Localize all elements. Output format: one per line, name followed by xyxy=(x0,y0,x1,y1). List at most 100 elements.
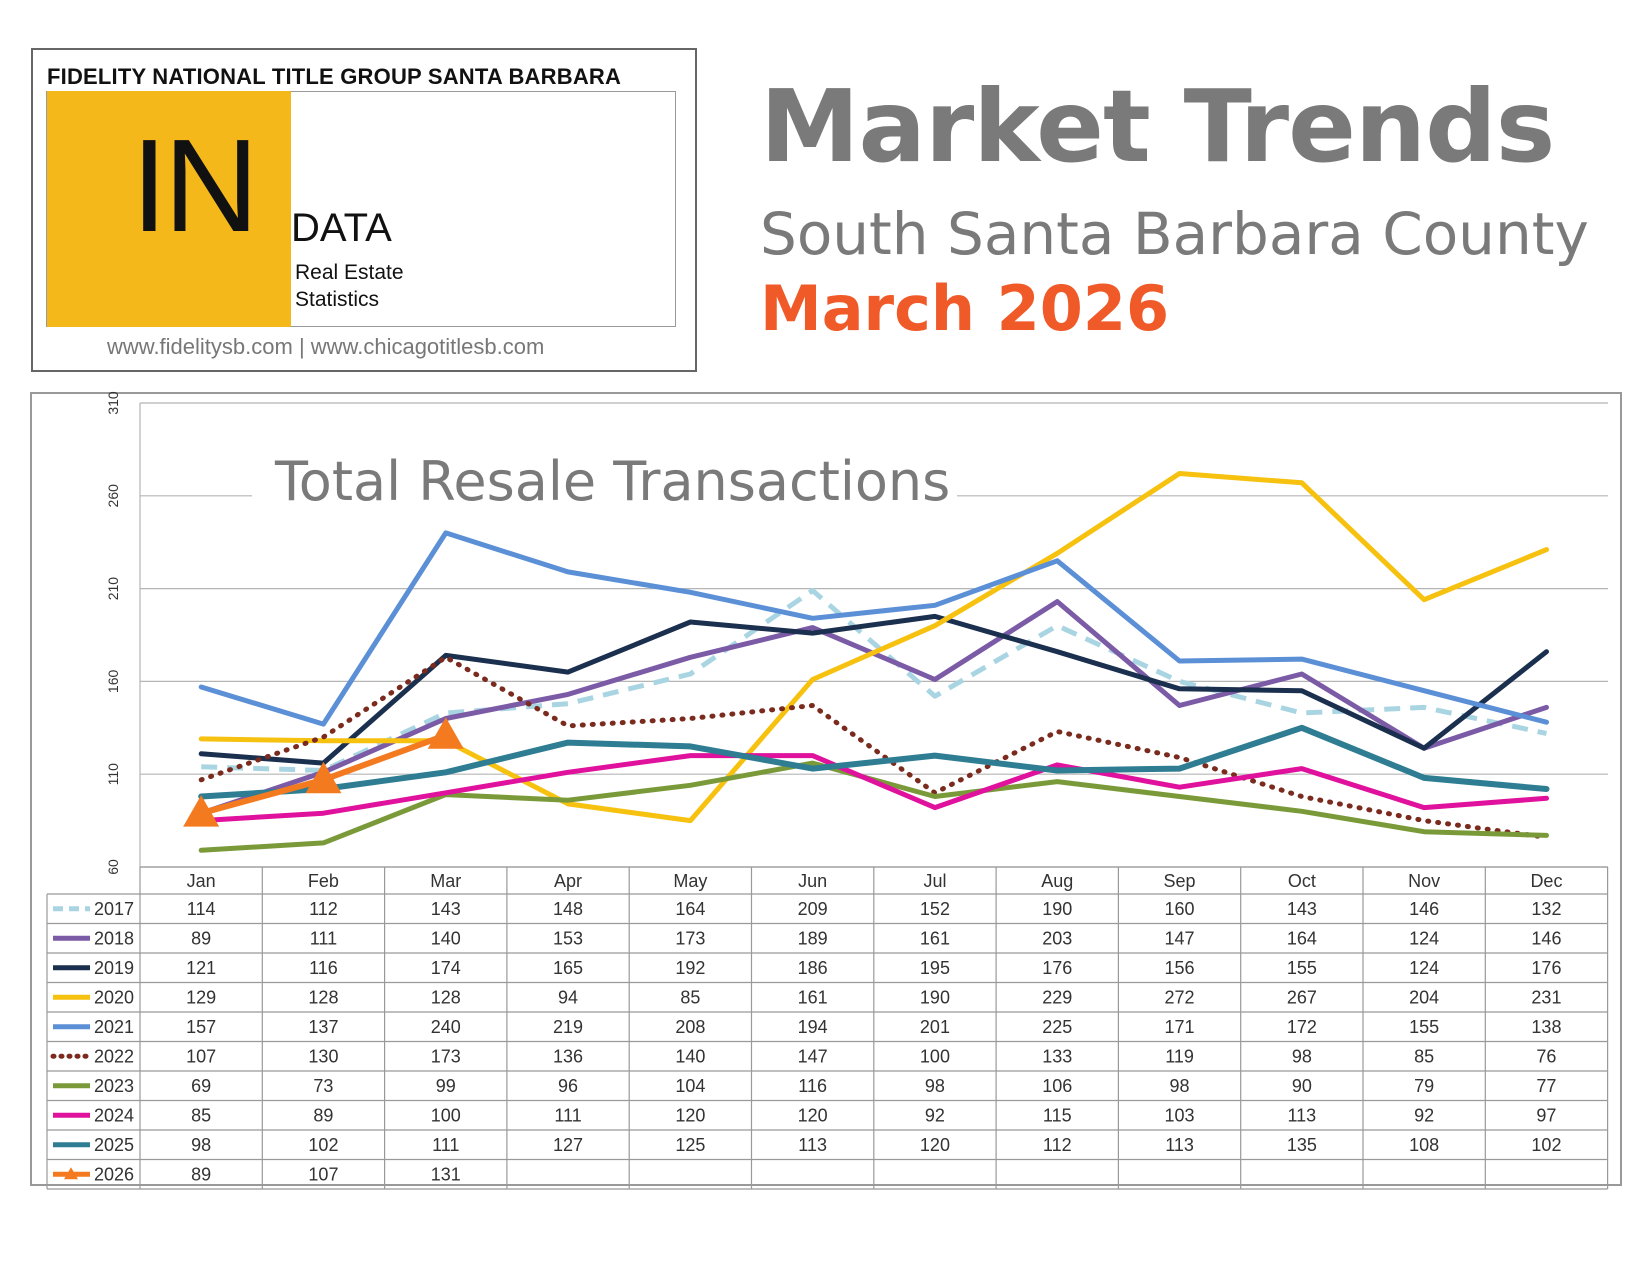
legend-label: 2018 xyxy=(94,928,134,948)
series-marker-2026 xyxy=(427,717,464,749)
logo-header: FIDELITY NATIONAL TITLE GROUP SANTA BARB… xyxy=(47,64,622,89)
data-label: 125 xyxy=(675,1135,705,1155)
series-line-2017 xyxy=(201,588,1548,773)
data-label: 111 xyxy=(432,1135,459,1155)
data-label: 143 xyxy=(431,899,461,919)
data-label: 92 xyxy=(1414,1105,1434,1125)
x-tick-label: Dec xyxy=(1530,871,1562,891)
data-label: 186 xyxy=(798,958,828,978)
data-label: 114 xyxy=(187,899,216,919)
y-tick-label: 310 xyxy=(105,391,121,415)
data-label: 131 xyxy=(431,1164,461,1184)
data-label: 85 xyxy=(1414,1046,1434,1066)
logo-yellow-square xyxy=(47,91,291,327)
data-label: 112 xyxy=(309,899,338,919)
data-label: 96 xyxy=(558,1076,578,1096)
data-label: 140 xyxy=(675,1046,705,1066)
legend-label: 2026 xyxy=(94,1164,134,1184)
legend-label: 2024 xyxy=(94,1105,134,1125)
data-label: 104 xyxy=(675,1076,705,1096)
x-tick-label: Oct xyxy=(1288,871,1316,891)
data-label: 119 xyxy=(1165,1046,1194,1066)
data-label: 102 xyxy=(1531,1135,1561,1155)
data-label: 219 xyxy=(553,1017,583,1037)
data-label: 90 xyxy=(1292,1076,1312,1096)
data-label: 140 xyxy=(431,928,461,948)
logo-urls: www.fidelitysb.com | www.chicagotitlesb.… xyxy=(107,334,545,359)
data-label: 89 xyxy=(313,1105,333,1125)
data-label: 229 xyxy=(1042,987,1072,1007)
data-label: 113 xyxy=(1287,1105,1316,1125)
logo-subtitle-line2: Statistics xyxy=(295,288,380,311)
data-label: 272 xyxy=(1165,987,1195,1007)
data-label: 156 xyxy=(1165,958,1195,978)
data-label: 155 xyxy=(1409,1017,1439,1037)
data-label: 164 xyxy=(1287,928,1317,948)
data-label: 201 xyxy=(920,1017,950,1037)
data-label: 173 xyxy=(431,1046,461,1066)
data-label: 267 xyxy=(1287,987,1317,1007)
legend-label: 2022 xyxy=(94,1046,134,1066)
data-label: 121 xyxy=(186,958,216,978)
series-line-2024 xyxy=(198,753,1549,824)
data-label: 135 xyxy=(1287,1135,1317,1155)
data-label: 77 xyxy=(1536,1076,1556,1096)
data-label: 176 xyxy=(1042,958,1072,978)
data-label: 85 xyxy=(680,987,700,1007)
data-label: 137 xyxy=(308,1017,338,1037)
data-label: 225 xyxy=(1042,1017,1072,1037)
y-tick-label: 210 xyxy=(105,577,121,601)
region-subtitle: South Santa Barbara County xyxy=(760,200,1589,268)
data-label: 161 xyxy=(798,987,828,1007)
data-label: 94 xyxy=(558,987,578,1007)
data-label: 204 xyxy=(1409,987,1439,1007)
data-label: 112 xyxy=(1043,1135,1072,1155)
data-label: 231 xyxy=(1531,987,1561,1007)
data-label: 100 xyxy=(920,1046,950,1066)
data-label: 111 xyxy=(554,1105,581,1125)
data-label: 155 xyxy=(1287,958,1317,978)
y-tick-label: 160 xyxy=(105,670,121,694)
x-tick-label: Jan xyxy=(187,871,216,891)
data-label: 120 xyxy=(675,1105,705,1125)
data-label: 85 xyxy=(191,1105,211,1125)
series-line-2022 xyxy=(198,654,1549,840)
logo-in-text: IN xyxy=(131,112,259,259)
data-label: 148 xyxy=(553,899,583,919)
data-label: 138 xyxy=(1531,1017,1561,1037)
legend-label: 2023 xyxy=(94,1076,134,1096)
data-label: 208 xyxy=(675,1017,705,1037)
x-tick-label: Sep xyxy=(1164,871,1196,891)
data-label: 189 xyxy=(798,928,828,948)
data-label: 190 xyxy=(1042,899,1072,919)
data-label: 107 xyxy=(186,1046,216,1066)
data-label: 92 xyxy=(925,1105,945,1125)
x-tick-label: Nov xyxy=(1408,871,1440,891)
page-title: Market Trends xyxy=(760,68,1555,185)
data-label: 129 xyxy=(186,987,216,1007)
data-label: 172 xyxy=(1287,1017,1317,1037)
data-label: 143 xyxy=(1287,899,1317,919)
y-tick-label: 260 xyxy=(105,484,121,508)
data-label: 240 xyxy=(431,1017,461,1037)
data-label: 69 xyxy=(191,1076,211,1096)
report-date: March 2026 xyxy=(760,272,1170,345)
data-label: 113 xyxy=(1165,1135,1194,1155)
data-label: 171 xyxy=(1165,1017,1195,1037)
data-label: 146 xyxy=(1409,899,1439,919)
data-label: 100 xyxy=(431,1105,461,1125)
series-marker-2026 xyxy=(305,761,342,794)
data-label: 147 xyxy=(798,1046,828,1066)
data-label: 190 xyxy=(920,987,950,1007)
data-label: 132 xyxy=(1531,899,1561,919)
x-tick-label: Aug xyxy=(1041,871,1073,891)
data-label: 97 xyxy=(1536,1105,1556,1125)
data-label: 98 xyxy=(1170,1076,1190,1096)
data-label: 99 xyxy=(436,1076,456,1096)
data-label: 128 xyxy=(431,987,461,1007)
data-label: 79 xyxy=(1414,1076,1434,1096)
data-label: 153 xyxy=(553,928,583,948)
data-label: 194 xyxy=(798,1017,828,1037)
data-label: 147 xyxy=(1165,928,1195,948)
